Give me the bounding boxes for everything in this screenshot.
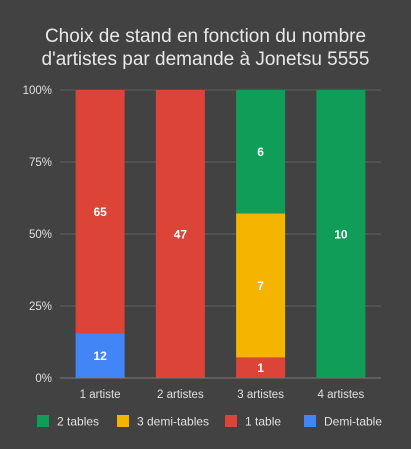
data-label: 6	[257, 145, 264, 159]
y-tick-label: 50%	[29, 229, 52, 241]
bar-segment	[75, 90, 125, 334]
legend-label: 2 tables	[57, 415, 99, 429]
x-tick-label: 4 artistes	[318, 389, 365, 401]
bar-segment	[75, 333, 125, 378]
x-tick-label: 1 artiste	[80, 389, 121, 401]
y-tick-label: 25%	[29, 301, 52, 313]
legend-swatch	[225, 415, 237, 427]
legend-label: 3 demi-tables	[137, 415, 209, 429]
legend-swatch	[37, 415, 49, 427]
bar-segment	[316, 90, 366, 378]
bar-segment	[236, 213, 286, 358]
legend-label: 1 table	[245, 415, 281, 429]
legend-swatch	[117, 415, 129, 427]
bar-segment	[236, 90, 286, 214]
y-tick-label: 100%	[23, 85, 52, 97]
chart-title-line-1: Choix de stand en fonction du nombre	[45, 26, 366, 47]
y-tick-label: 0%	[35, 373, 52, 385]
data-label: 10	[334, 228, 348, 242]
bar-segment	[236, 357, 286, 378]
data-label: 1	[257, 361, 264, 375]
x-tick-label: 3 artistes	[237, 389, 284, 401]
legend-item[interactable]: Demi-table	[304, 415, 382, 429]
bar-segment	[155, 90, 205, 378]
data-label: 47	[174, 228, 188, 242]
x-tick-label: 2 artistes	[157, 389, 204, 401]
data-label: 7	[257, 279, 264, 293]
data-label: 65	[93, 205, 107, 219]
chart-title-line-2: d'artistes par demande à Jonetsu 5555	[42, 49, 370, 70]
legend-item[interactable]: 1 table	[225, 415, 281, 429]
legend-swatch	[304, 415, 316, 427]
legend-item[interactable]: 2 tables	[37, 415, 99, 429]
y-tick-label: 75%	[29, 157, 52, 169]
data-label: 12	[93, 349, 107, 363]
legend-item[interactable]: 3 demi-tables	[117, 415, 209, 429]
legend-label: Demi-table	[324, 415, 382, 429]
